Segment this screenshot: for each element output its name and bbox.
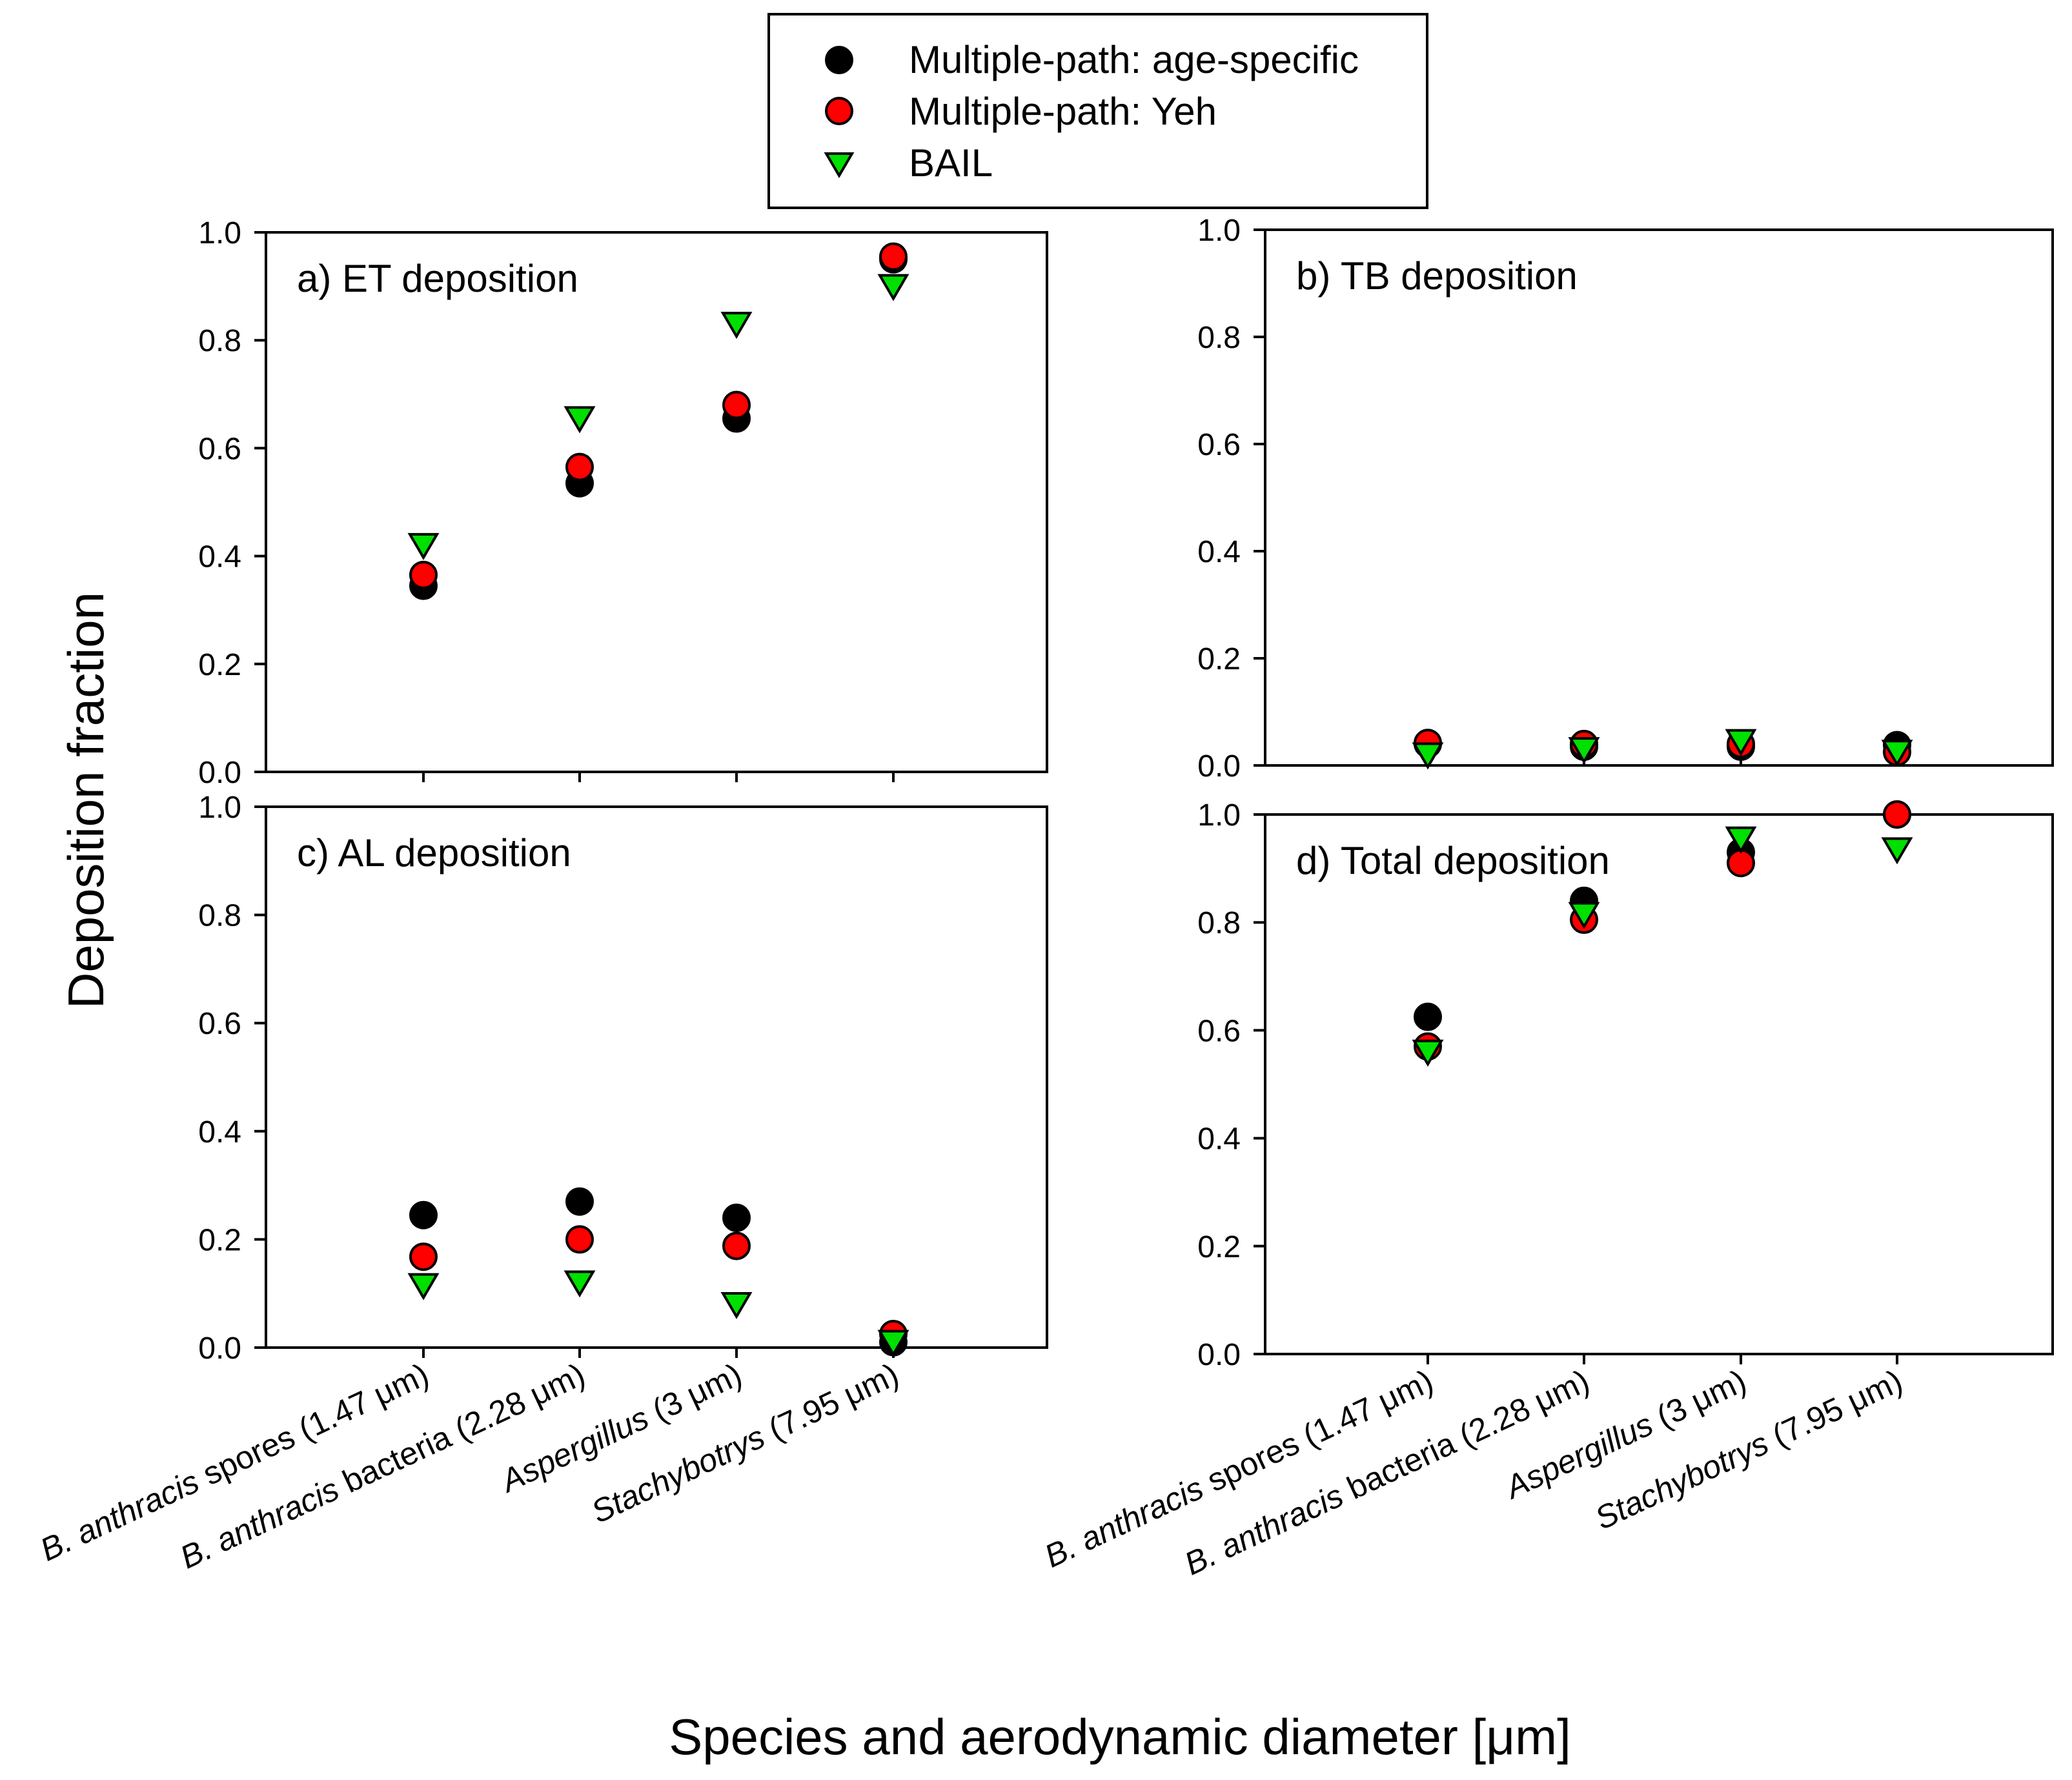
point-a-s2-c0	[407, 532, 440, 560]
y-tick-label: 0.4	[1197, 1122, 1241, 1157]
point-c-s2-c2	[720, 1291, 753, 1319]
y-tick-label: 0.0	[198, 1331, 241, 1366]
panel-c-al-deposition: 0.0 0.2 0.4 0.6 0.8 1.0 c) AL deposition	[198, 791, 1048, 1366]
point-b-s2-c3	[1881, 740, 1913, 767]
y-tick-label: 0.0	[1197, 1338, 1241, 1372]
point-a-s1-c0	[409, 560, 438, 589]
point-d-s0-c0	[1414, 1002, 1442, 1031]
point-b-s2-c2	[1725, 729, 1757, 756]
y-tick-label: 0.0	[1197, 749, 1241, 784]
y-tick-label: 0.8	[198, 899, 241, 933]
panel-a-et-deposition: 0.0 0.2 0.4 0.6 0.8 1.0 a) ET deposition	[198, 216, 1048, 790]
plot-frame	[1264, 228, 2054, 767]
point-a-s2-c1	[564, 406, 596, 434]
plot-frame	[265, 805, 1048, 1349]
point-a-s2-c2	[720, 312, 753, 339]
y-axis-title: Deposition fraction	[57, 592, 114, 1009]
point-c-s2-c1	[564, 1270, 596, 1298]
point-c-s1-c1	[565, 1225, 594, 1254]
panel-title: d) Total deposition	[1296, 839, 1610, 882]
point-d-s1-c3	[1883, 800, 1911, 829]
x-axis-title: Species and aerodynamic diameter [μm]	[669, 1708, 1571, 1765]
y-tick-label: 0.6	[198, 432, 241, 466]
y-tick-label: 0.0	[198, 756, 241, 790]
point-c-s0-c1	[565, 1187, 594, 1216]
y-tick-label: 0.4	[1197, 535, 1241, 569]
panel-title: c) AL deposition	[297, 831, 571, 875]
y-tick-label: 1.0	[198, 791, 241, 825]
legend: Multiple-path: age-specific Multiple-pat…	[767, 13, 1428, 209]
point-d-s2-c2	[1725, 826, 1757, 854]
point-a-s1-c2	[722, 390, 751, 420]
y-tick-label: 0.8	[198, 324, 241, 358]
legend-marker-yeh	[825, 97, 853, 125]
point-b-s2-c1	[1568, 737, 1600, 765]
point-c-s1-c0	[409, 1242, 438, 1271]
plot-frame	[265, 231, 1048, 773]
y-tick-label: 0.2	[198, 648, 241, 682]
y-tick-label: 0.4	[198, 1115, 241, 1149]
legend-label-bail: BAIL	[909, 141, 993, 185]
point-a-s1-c1	[565, 452, 594, 481]
y-tick-label: 0.6	[198, 1007, 241, 1041]
plot-frame	[1264, 813, 2054, 1355]
point-c-s1-c2	[722, 1231, 751, 1260]
point-a-s2-c3	[877, 274, 909, 301]
panel-b-tb-deposition: 0.0 0.2 0.4 0.6 0.8 1.0 b) TB deposition	[1197, 214, 2054, 784]
point-c-s2-c3	[877, 1330, 909, 1357]
y-tick-label: 0.6	[1197, 428, 1241, 462]
y-tick-label: 0.4	[198, 540, 241, 574]
legend-box	[767, 13, 1428, 209]
point-d-s2-c1	[1568, 902, 1600, 929]
point-d-s1-c2	[1727, 849, 1755, 878]
legend-marker-age-specific	[825, 46, 853, 74]
point-b-s2-c0	[1412, 742, 1444, 770]
y-tick-label: 1.0	[198, 216, 241, 250]
legend-marker-bail	[824, 152, 855, 178]
panel-d-total-deposition: 0.0 0.2 0.4 0.6 0.8 1.0 d) Total deposition	[1197, 798, 2054, 1372]
point-a-s1-c3	[879, 242, 908, 271]
y-tick-label: 0.2	[198, 1223, 241, 1257]
point-d-s2-c3	[1881, 837, 1913, 865]
point-c-s0-c2	[722, 1203, 751, 1232]
panel-title: a) ET deposition	[297, 257, 578, 300]
y-tick-label: 0.6	[1197, 1014, 1241, 1048]
y-tick-label: 1.0	[1197, 798, 1241, 833]
legend-label-age-specific: Multiple-path: age-specific	[909, 38, 1359, 81]
legend-label-yeh: Multiple-path: Yeh	[909, 90, 1217, 133]
y-tick-label: 0.2	[1197, 642, 1241, 676]
y-tick-label: 0.8	[1197, 906, 1241, 940]
y-tick-label: 0.2	[1197, 1230, 1241, 1264]
point-c-s0-c0	[409, 1200, 438, 1229]
panel-title: b) TB deposition	[1296, 254, 1578, 298]
point-d-s2-c0	[1412, 1039, 1444, 1067]
point-c-s2-c0	[407, 1273, 440, 1300]
y-tick-label: 0.8	[1197, 321, 1241, 355]
y-tick-label: 1.0	[1197, 214, 1241, 248]
